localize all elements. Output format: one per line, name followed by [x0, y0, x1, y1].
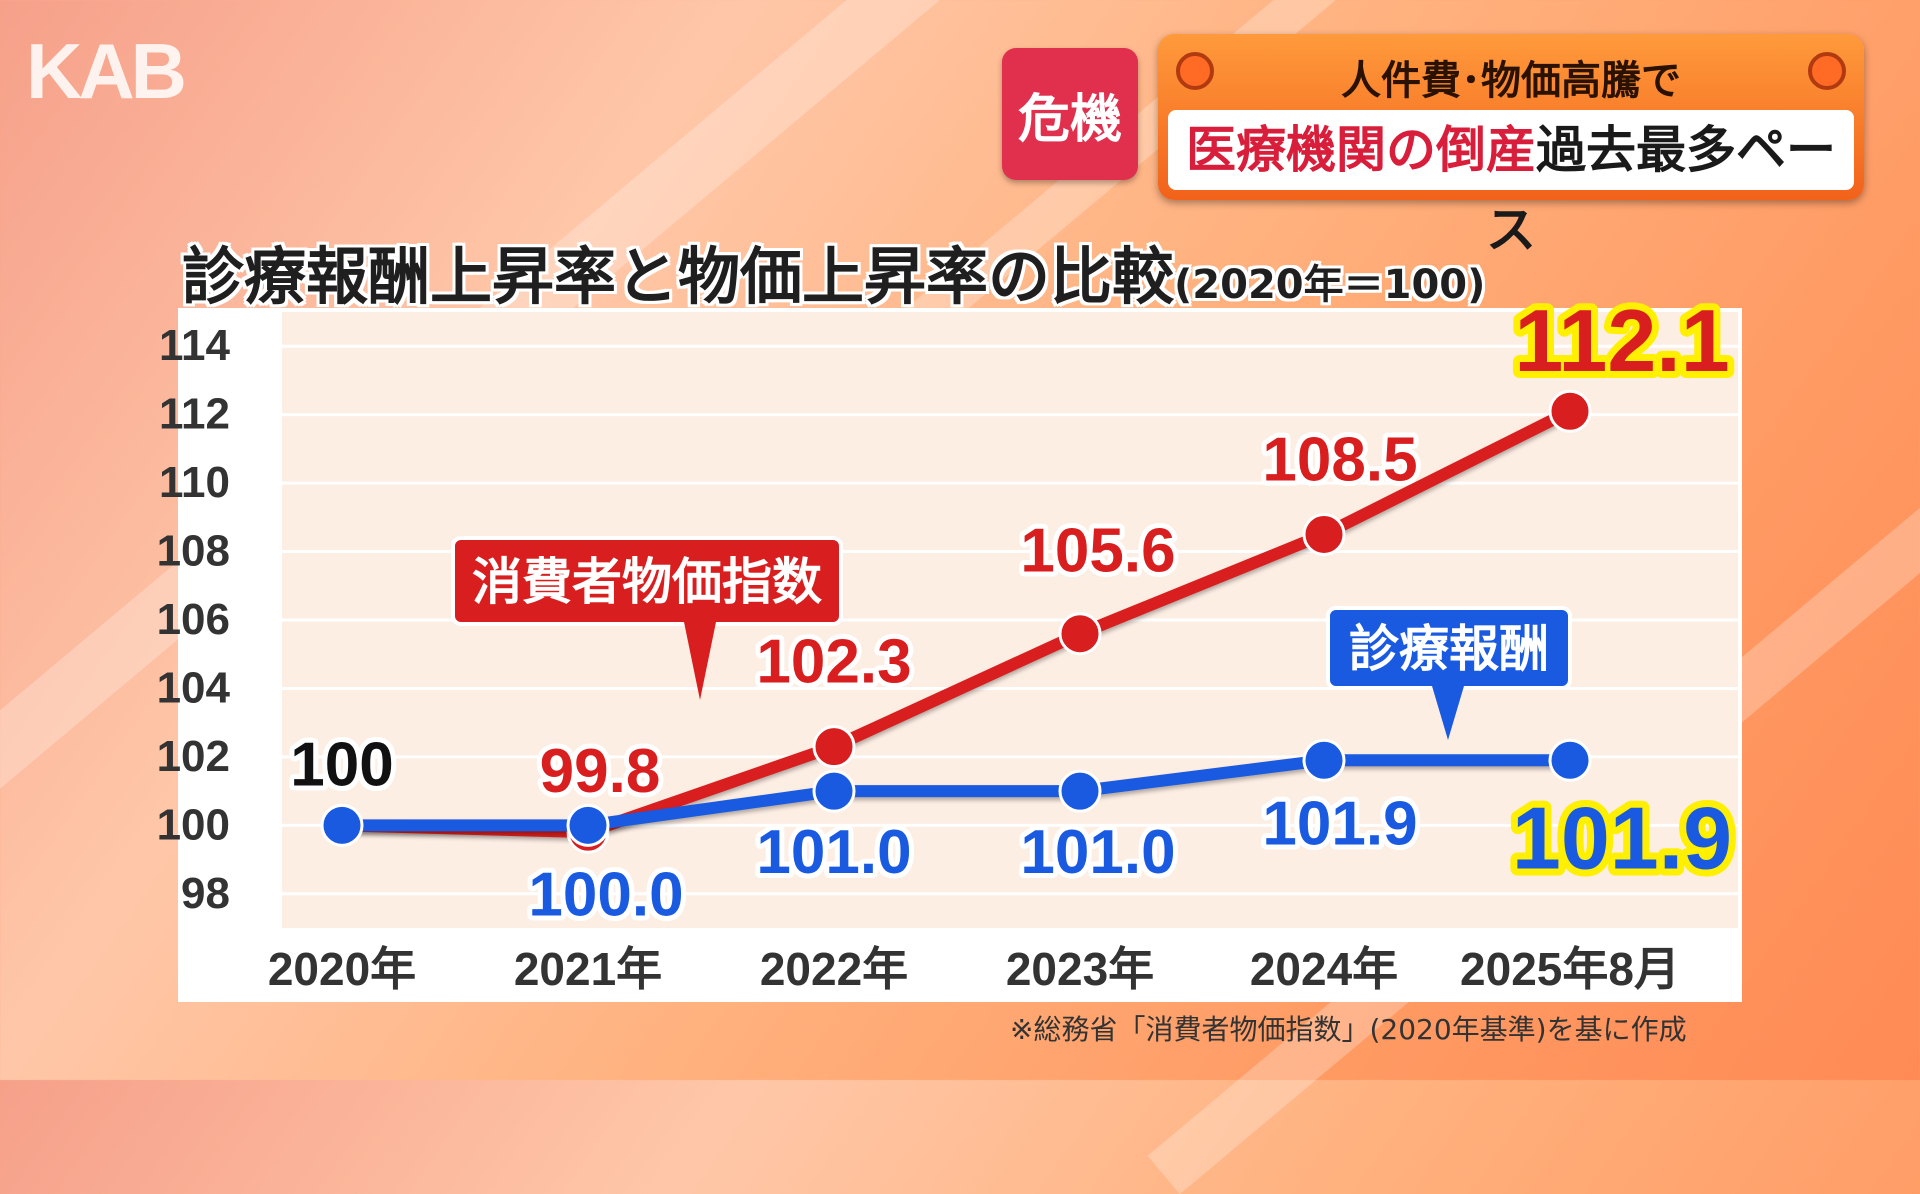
cpi-point — [1302, 512, 1346, 556]
source-note: ※総務省「消費者物価指数」(2020年基準)を基に作成 — [1010, 1013, 1687, 1046]
circle-icon — [1808, 52, 1846, 90]
y-tick-label: 114 — [159, 321, 231, 370]
chart-title: 診療報酬上昇率と物価上昇率の比較(2020年＝100) — [182, 226, 1485, 316]
cpi-point — [1548, 389, 1592, 433]
fee-line — [342, 754, 1570, 832]
fee-point — [320, 803, 364, 847]
cpi-point — [1058, 612, 1102, 656]
y-tick-label: 102 — [157, 732, 230, 781]
y-tick-label: 98 — [181, 869, 230, 918]
fee-point — [812, 769, 856, 813]
fee-data-label: 101.9 — [1262, 789, 1417, 858]
x-tick-label: 2021年 — [514, 943, 662, 995]
x-tick-label: 2024年 — [1250, 943, 1398, 995]
callout-pointer — [1432, 686, 1464, 740]
x-tick-label: 2025年8月 — [1460, 943, 1680, 995]
cpi-data-label: 108.5 — [1262, 425, 1417, 494]
cpi-point — [812, 725, 856, 769]
cpi-data-label: 102.3 — [756, 628, 911, 697]
cpi-data-label: 112.1 — [1514, 291, 1729, 390]
y-tick-label: 110 — [159, 458, 230, 507]
fee-point — [566, 803, 610, 847]
chart-title-main: 診療報酬上昇率と物価上昇率の比較 — [182, 240, 1175, 313]
headline-bottom-red: 医療機関の倒産 — [1186, 121, 1536, 179]
x-tick-label: 2022年 — [760, 943, 908, 995]
crisis-badge: 危機 — [1002, 48, 1138, 180]
circle-icon — [1176, 52, 1214, 90]
line-chart: 114 112 110 108 106 104 102 100 98 2020年 2021年 2022… — [157, 284, 1740, 995]
cpi-data-label: 105.6 — [1020, 517, 1175, 586]
callout-pointer — [684, 622, 716, 700]
fee-data-label: 101.0 — [756, 818, 911, 887]
y-tick-label: 112 — [159, 390, 230, 439]
y-tick-label: 100 — [157, 800, 230, 849]
y-tick-label: 108 — [157, 527, 230, 576]
callout-label: 消費者物価指数 — [472, 553, 822, 611]
channel-logo: KAB — [26, 27, 187, 115]
headline-box: 人件費･物価高騰で 医療機関の倒産過去最多ペース — [1158, 34, 1864, 259]
fee-series-callout: 診療報酬 — [1326, 606, 1572, 740]
fee-data-label: 101.0 — [1020, 818, 1175, 887]
cpi-data-label: 100 — [290, 730, 393, 799]
headline-top: 人件費･物価高騰で — [1341, 58, 1681, 104]
y-tick-label: 104 — [157, 663, 231, 712]
y-tick-label: 106 — [157, 595, 230, 644]
callout-box — [451, 536, 843, 626]
headline-bottom: 医療機関の倒産過去最多ペース — [1168, 110, 1854, 259]
fee-point — [1548, 738, 1592, 782]
fee-point — [1058, 769, 1102, 813]
callout-label: 診療報酬 — [1349, 620, 1549, 678]
fee-data-label: 100.0 — [528, 860, 683, 929]
x-tick-label: 2023年 — [1006, 943, 1154, 995]
x-tick-label: 2020年 — [268, 943, 416, 995]
cpi-data-label: 99.8 — [540, 737, 661, 806]
fee-point — [1302, 738, 1346, 782]
fee-data-label: 101.9 — [1512, 788, 1732, 887]
headline-bottom-black: 過去最多ペース — [1486, 121, 1836, 259]
cpi-series-callout: 消費者物価指数 — [451, 536, 843, 700]
chart-subtitle: (2020年＝100) — [1174, 262, 1486, 308]
